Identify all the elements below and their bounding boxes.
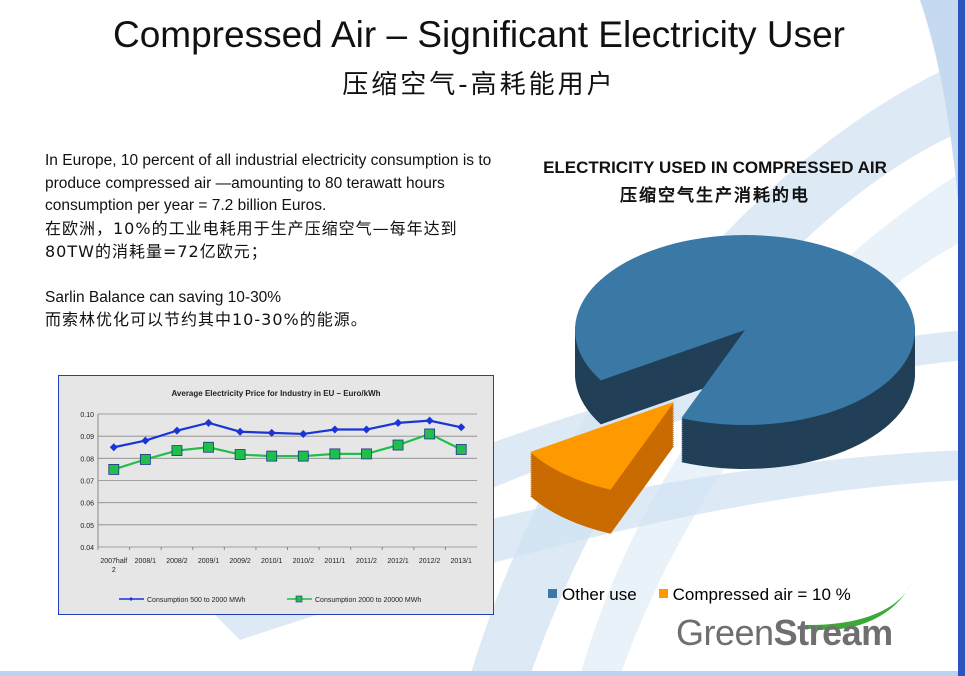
x-tick-label: 2007half 2 xyxy=(100,558,127,574)
x-tick-label: 2008/1 xyxy=(135,558,157,565)
pie-slice-other-use xyxy=(575,234,916,469)
body-text: In Europe, 10 percent of all industrial … xyxy=(45,150,505,355)
line-chart-title: Average Electricity Price for Industry i… xyxy=(171,389,380,398)
x-tick-label: 2012/1 xyxy=(387,558,409,565)
data-point xyxy=(108,464,120,475)
line-chart: Average Electricity Price for Industry i… xyxy=(58,375,494,615)
data-point xyxy=(299,429,308,438)
data-point xyxy=(330,425,339,434)
x-tick-label: 2009/2 xyxy=(229,558,251,565)
series-line-2 xyxy=(113,432,462,471)
legend-label: Other use xyxy=(562,585,637,604)
data-point xyxy=(109,443,118,452)
data-point xyxy=(141,436,150,445)
x-tick-label: 2011/1 xyxy=(324,558,345,565)
data-point xyxy=(204,418,213,427)
pie-title-en: ELECTRICITY USED IN COMPRESSED AIR xyxy=(543,158,887,177)
logo-swoosh-icon xyxy=(804,582,912,630)
x-tick-label: 2011/2 xyxy=(356,558,377,565)
data-point xyxy=(266,450,278,462)
legend-item-compressed-air: Compressed air = 10 % xyxy=(658,585,851,605)
y-tick-label: 0.07 xyxy=(80,479,94,486)
y-tick-label: 0.10 xyxy=(80,412,94,419)
x-tick-label: 2010/2 xyxy=(293,558,315,565)
legend-label: Consumption 500 to 2000 MWh xyxy=(147,597,246,604)
data-point xyxy=(329,448,341,460)
y-tick-label: 0.06 xyxy=(80,501,94,508)
line-chart-svg: Average Electricity Price for Industry i… xyxy=(80,389,477,604)
y-tick-label: 0.08 xyxy=(80,456,94,463)
pie-slice-top xyxy=(530,401,675,490)
pie-chart-title: ELECTRICITY USED IN COMPRESSED AIR 压缩空气生… xyxy=(500,154,930,210)
data-point xyxy=(172,426,181,435)
greenstream-logo: GreenStream xyxy=(676,612,893,654)
x-tick-label: 2009/1 xyxy=(198,558,220,565)
logo-text-2: Stream xyxy=(773,612,894,653)
pie-slice-compressed-air-10 xyxy=(530,401,675,534)
series-line-1 xyxy=(113,419,462,449)
slide-subtitle-cn: 压缩空气-高耗能用户 xyxy=(342,70,616,100)
data-point xyxy=(425,416,434,425)
data-point xyxy=(203,441,214,453)
data-point xyxy=(455,444,467,455)
legend-swatch xyxy=(548,589,557,598)
y-tick-label: 0.09 xyxy=(80,434,94,441)
paragraph-2-en: Sarlin Balance can saving 10-30% xyxy=(45,288,282,306)
pie-title-cn: 压缩空气生产消耗的电 xyxy=(620,186,810,206)
slide-title: Compressed Air – Significant Electricity… xyxy=(112,14,846,55)
pie-slice-top xyxy=(575,234,915,425)
legend-item-other-use: Other use xyxy=(548,585,637,605)
data-point xyxy=(234,449,246,460)
data-point xyxy=(361,448,372,460)
pie-legend: Other use Compressed air = 10 % xyxy=(548,585,851,605)
x-tick-label: 2010/1 xyxy=(261,558,283,565)
logo-text-1: Green xyxy=(676,612,774,653)
legend-label: Compressed air = 10 % xyxy=(672,585,851,604)
data-point xyxy=(394,418,403,427)
legend-marker xyxy=(295,595,303,603)
data-point xyxy=(236,427,245,436)
legend-marker xyxy=(129,597,133,601)
legend-swatch xyxy=(658,589,668,598)
x-tick-label: 2008/2 xyxy=(166,558,188,565)
data-point xyxy=(362,425,371,434)
data-point xyxy=(139,454,151,465)
y-tick-label: 0.04 xyxy=(80,545,94,552)
legend-label: Consumption 2000 to 20000 MWh xyxy=(315,597,421,604)
bottom-border xyxy=(0,671,958,676)
paragraph-1-cn: 在欧洲，10%的工业电耗用于生产压缩空气—每年达到80TW的消耗量=72亿欧元； xyxy=(45,218,458,262)
data-point xyxy=(457,423,466,432)
x-tick-label: 2013/1 xyxy=(450,558,472,565)
paragraph-1-en: In Europe, 10 percent of all industrial … xyxy=(45,152,492,214)
y-tick-label: 0.05 xyxy=(80,523,94,530)
paragraph-2-cn: 而索林优化可以节约其中10-30%的能源。 xyxy=(45,310,368,329)
data-point xyxy=(392,439,404,451)
right-border xyxy=(958,0,965,676)
x-tick-label: 2012/2 xyxy=(419,558,441,565)
data-point xyxy=(267,428,276,437)
data-point xyxy=(171,445,183,456)
data-point xyxy=(297,450,309,462)
data-point xyxy=(424,428,436,440)
